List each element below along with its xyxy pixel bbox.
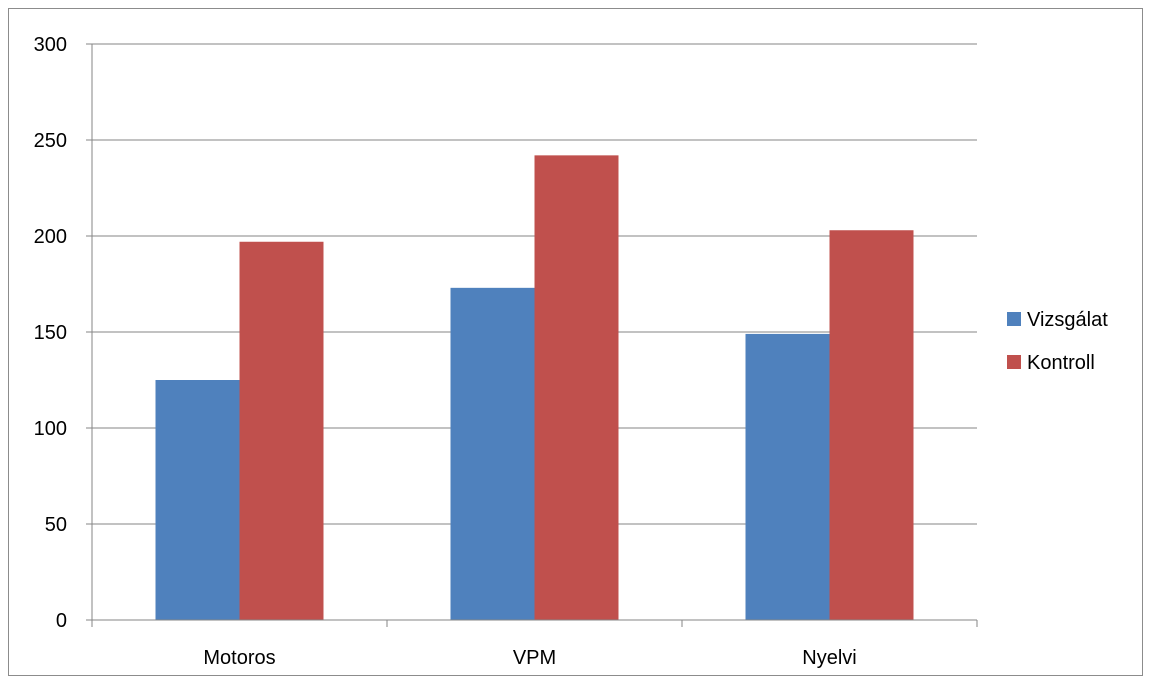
y-tick-label: 200 bbox=[34, 226, 67, 248]
x-tick-label: VPM bbox=[513, 647, 556, 669]
legend-label: Vizsgálat bbox=[1027, 309, 1108, 331]
y-tick-label: 50 bbox=[45, 514, 67, 536]
y-tick-label: 300 bbox=[34, 34, 67, 56]
x-tick-label: Nyelvi bbox=[802, 647, 856, 669]
y-tick-label: 0 bbox=[56, 610, 67, 632]
bar-kontroll-vpm bbox=[534, 155, 619, 621]
bar-kontroll-motoros bbox=[239, 241, 324, 620]
axes: 0 50 100 150 200 250 300 Motoros VPM Nyelvi bbox=[34, 34, 978, 669]
y-tick-label: 250 bbox=[34, 130, 67, 152]
legend-swatch-vizsg-lat bbox=[1007, 312, 1021, 326]
legend: Vizsgálat Kontroll bbox=[1007, 309, 1108, 374]
bar-vizsg-lat-vpm bbox=[450, 287, 535, 620]
legend-label: Kontroll bbox=[1027, 352, 1095, 374]
y-tick-label: 150 bbox=[34, 322, 67, 344]
bar-kontroll-nyelvi bbox=[829, 230, 914, 621]
legend-swatch-kontroll bbox=[1007, 355, 1021, 369]
bar-vizsg-lat-motoros bbox=[155, 380, 240, 620]
y-tick-label: 100 bbox=[34, 418, 67, 440]
bars bbox=[155, 155, 914, 621]
bar-vizsg-lat-nyelvi bbox=[745, 333, 830, 620]
x-tick-label: Motoros bbox=[203, 647, 275, 669]
